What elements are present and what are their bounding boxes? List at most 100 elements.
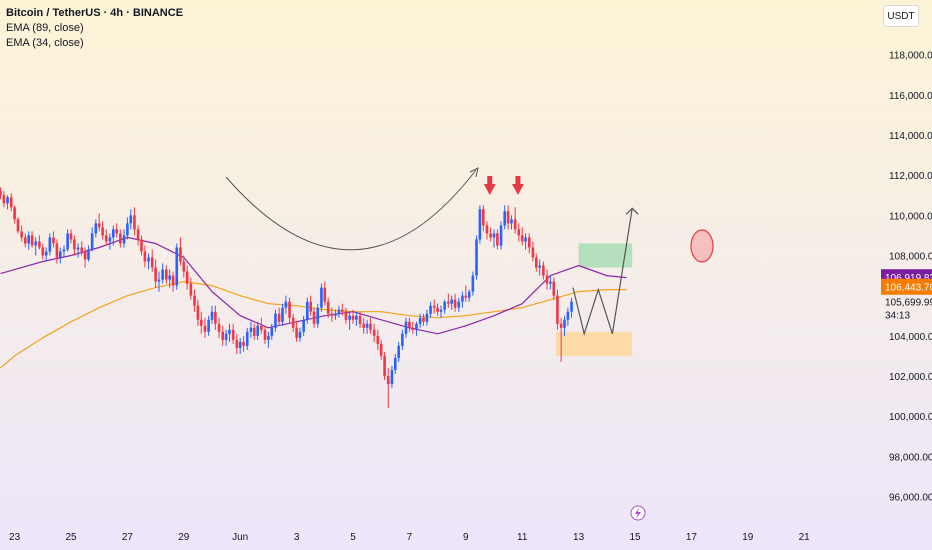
candle-down[interactable] — [143, 245, 147, 268]
candle-down[interactable] — [545, 269, 549, 290]
ema-89-legend[interactable]: EMA (89, close) — [6, 22, 84, 34]
candle-up[interactable] — [563, 315, 566, 336]
candle-up[interactable] — [475, 235, 478, 280]
candle-up[interactable] — [499, 221, 503, 250]
candle-down[interactable] — [193, 289, 196, 312]
candle-up[interactable] — [122, 229, 126, 248]
candle-down[interactable] — [253, 323, 256, 340]
candle-up[interactable] — [355, 311, 358, 326]
candle-up[interactable] — [210, 305, 214, 324]
candle-up[interactable] — [90, 227, 94, 252]
candle-down[interactable] — [496, 229, 499, 250]
candle-up[interactable] — [76, 243, 80, 258]
candle-down[interactable] — [531, 241, 535, 262]
ema-34-legend[interactable]: EMA (34, close) — [6, 37, 84, 49]
candle-down[interactable] — [453, 293, 457, 312]
candle-up[interactable] — [6, 195, 9, 210]
candle-up[interactable] — [510, 215, 513, 230]
candle-down[interactable] — [154, 259, 157, 288]
candle-up[interactable] — [270, 323, 274, 340]
candle-down[interactable] — [20, 225, 23, 242]
candle-down[interactable] — [165, 265, 168, 284]
candle-down[interactable] — [386, 367, 390, 409]
candle-down[interactable] — [411, 321, 415, 334]
candle-down[interactable] — [422, 313, 425, 326]
candle-up[interactable] — [478, 205, 482, 244]
candle-up[interactable] — [566, 307, 570, 326]
candle-down[interactable] — [30, 231, 34, 248]
candle-down[interactable] — [16, 217, 20, 234]
candle-up[interactable] — [129, 209, 133, 230]
candle-up[interactable] — [415, 321, 418, 336]
candle-up[interactable] — [281, 303, 284, 326]
candle-up[interactable] — [157, 271, 161, 292]
candle-up[interactable] — [365, 319, 369, 334]
candle-down[interactable] — [69, 229, 73, 244]
candle-down[interactable] — [309, 295, 312, 316]
candle-up[interactable] — [256, 321, 259, 340]
candle-down[interactable] — [362, 317, 366, 334]
candle-down[interactable] — [133, 207, 136, 236]
candle-up[interactable] — [267, 331, 270, 348]
candle-up[interactable] — [87, 245, 90, 262]
candle-up[interactable] — [306, 297, 309, 324]
candle-down[interactable] — [199, 311, 203, 334]
candle-down[interactable] — [556, 289, 559, 330]
candle-up[interactable] — [147, 253, 150, 270]
candle-down[interactable] — [179, 237, 182, 266]
currency-selector[interactable]: USDT — [883, 5, 919, 27]
candle-up[interactable] — [334, 309, 337, 320]
candle-down[interactable] — [83, 247, 87, 268]
candle-down[interactable] — [196, 299, 200, 326]
candle-down[interactable] — [185, 265, 189, 290]
candle-down[interactable] — [41, 243, 45, 260]
candle-down[interactable] — [101, 221, 104, 240]
candle-down[interactable] — [358, 311, 362, 328]
candle-down[interactable] — [171, 271, 175, 292]
candle-up[interactable] — [549, 275, 552, 290]
candle-up[interactable] — [439, 305, 443, 318]
candle-down[interactable] — [489, 227, 492, 242]
candle-down[interactable] — [312, 307, 316, 328]
candle-down[interactable] — [140, 235, 143, 256]
candle-up[interactable] — [62, 245, 66, 258]
candle-down[interactable] — [520, 227, 524, 246]
candle-down[interactable] — [447, 293, 450, 308]
candle-up[interactable] — [298, 327, 302, 342]
candle-up[interactable] — [249, 321, 253, 338]
candle-down[interactable] — [231, 323, 235, 344]
candle-up[interactable] — [418, 313, 422, 328]
candle-up[interactable] — [471, 271, 475, 296]
candle-down[interactable] — [182, 255, 186, 278]
candle-up[interactable] — [27, 231, 30, 250]
candle-up[interactable] — [524, 233, 527, 250]
candle-up[interactable] — [390, 365, 394, 389]
candle-up[interactable] — [467, 289, 471, 302]
candle-up[interactable] — [320, 283, 323, 312]
candle-up[interactable] — [108, 233, 112, 250]
candle-down[interactable] — [189, 277, 193, 300]
candle-layer[interactable] — [0, 187, 573, 409]
time-axis[interactable]: 23 25 27 29 Jun 3 5 7 9 11 13 15 17 19 21 — [9, 532, 810, 543]
candle-down[interactable] — [38, 235, 41, 250]
candle-down[interactable] — [80, 241, 84, 256]
candle-up[interactable] — [168, 269, 171, 288]
candle-up[interactable] — [228, 323, 231, 342]
candle-down[interactable] — [214, 305, 217, 330]
candle-up[interactable] — [66, 229, 69, 252]
candle-down[interactable] — [330, 307, 334, 322]
candle-down[interactable] — [517, 223, 521, 242]
candle-down[interactable] — [481, 205, 485, 232]
candle-down[interactable] — [527, 233, 531, 254]
candle-down[interactable] — [277, 307, 281, 326]
candle-down[interactable] — [513, 207, 517, 234]
candle-down[interactable] — [235, 333, 239, 354]
candle-down[interactable] — [2, 191, 6, 208]
candle-down[interactable] — [52, 231, 55, 248]
candle-down[interactable] — [263, 325, 267, 344]
candle-down[interactable] — [13, 205, 16, 224]
candle-down[interactable] — [221, 325, 225, 346]
candle-down[interactable] — [288, 297, 291, 324]
candle-down[interactable] — [291, 313, 295, 332]
candle-down[interactable] — [432, 299, 436, 314]
